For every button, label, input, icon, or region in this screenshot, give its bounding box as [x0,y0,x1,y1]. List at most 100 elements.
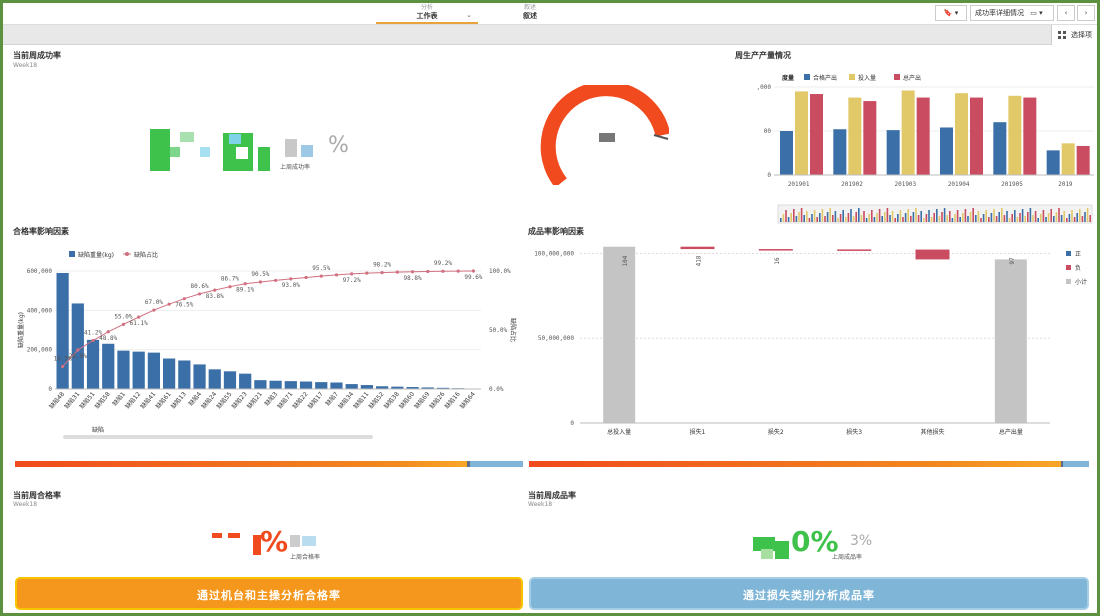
yield-rate-analysis-button[interactable]: 通过损失类别分析成品率 [529,577,1089,610]
production-scroll-mini-bar [813,210,816,222]
production-scroll-mini-bar [798,212,800,222]
quality-xtick-label: 缺陷21 [245,390,264,410]
production-scroll-mini-bar [912,212,915,222]
waterfall-xtick-label: 损失1 [690,428,706,436]
production-bar [1008,95,1022,175]
bookmark-button[interactable]: 🔖 ▾ [935,5,967,21]
quality-bar [330,382,343,389]
production-scroll-mini-bar [785,210,787,222]
quality-bar [86,339,100,389]
quality-bar [254,380,267,389]
production-scroll-mini-bar [956,210,959,222]
production-legend-swatch [894,74,900,80]
quality-cumulative-label: 41.2% [84,330,102,337]
pass-rate-title: 当前周合格率 [13,491,61,500]
quality-cumulative-label: 93.0% [282,282,300,289]
quality-legend-label: 缺陷占比 [134,251,158,259]
prev-sheet-button[interactable]: ‹ [1057,5,1075,21]
quality-bar [193,364,206,389]
production-scroll-mini-bar [1076,213,1078,222]
tab-story[interactable]: 叙述 叙述 [479,4,581,24]
quality-cumulative-point [258,280,262,284]
tab-worksheet-caption: 分析 [420,4,433,11]
quality-bar [102,343,115,389]
quality-cumulative-point [152,308,156,312]
production-bar [1061,143,1075,175]
next-sheet-button[interactable]: › [1077,5,1095,21]
production-scroll-mini-bar [795,216,798,222]
success-last-week-label: 上周成功率 [280,164,311,171]
pass-rate-pct-symbol: % [260,525,289,558]
production-xtick-label: 201905 [1001,181,1023,188]
production-scroll-mini-bar [1068,214,1071,222]
production-scroll-mini-bar [988,217,990,222]
quality-cumulative-point [456,269,460,273]
quality-cumulative-label: 86.7% [221,276,239,283]
quality-cumulative-label: 83.8% [206,293,224,300]
quality-cumulative-point [426,269,430,274]
production-scroll-mini-bar [899,210,902,222]
production-scroll-mini-bar [1071,210,1073,222]
quality-xtick-label: 缺陷13 [169,390,188,410]
production-scroll-mini-bar [889,215,891,222]
selections-button[interactable]: 选择项 [1051,25,1097,45]
pass-rate-progress-bar [15,461,523,467]
waterfall-xtick-label: 总产出量 [999,428,1023,436]
production-scroll-mini-bar [962,213,964,222]
quality-y-axis-title: 缺陷重量(kg) [17,312,25,348]
production-scroll-mini-bar [829,208,831,222]
quality-bar [163,358,176,389]
production-scroll-mini-bar [858,208,860,222]
quality-xtick-label: 缺陷52 [367,390,386,410]
waterfall-legend-swatch [1066,265,1071,270]
tab-worksheet[interactable]: 分析 工作表 ⌄ [376,4,478,24]
quality-bar [239,373,252,389]
production-scroll-mini-bar [995,216,998,222]
success-gauge [540,85,669,185]
yield-rate-value: 0% [791,525,839,558]
quality-cumulative-point [197,292,202,296]
quality-cumulative-point [91,338,95,343]
production-xtick-label: 201904 [948,181,970,188]
production-scroll-mini-bar [1027,212,1029,222]
quality-xtick-label: 缺陷16 [443,390,462,410]
quality-bar [269,380,282,389]
quality-cumulative-point [395,270,399,274]
quality-bar [421,387,434,389]
sheet-dropdown[interactable]: 成功率详细情况 ▭ ▾ [970,5,1054,21]
quality-cumulative-point [106,330,110,334]
quality-cumulative-label: 99.6% [464,274,482,281]
production-scroll-mini-bar [868,214,870,222]
production-scroll-mini-bar [985,210,987,222]
yield-rate-week: Week18 [528,501,553,508]
production-ytick-label: 00 [764,128,772,135]
production-scroll-mini-bar [1001,208,1003,222]
production-scroll-mini-bar [1042,210,1045,222]
production-scroll-mini-bar [886,208,889,222]
production-scroll-mini-bar [842,210,844,222]
production-scroll-mini-bar [975,215,977,222]
quality-panel-title: 合格率影响因素 [13,227,69,236]
production-bar [848,97,862,175]
gauge-value-box [599,133,615,142]
production-scroll-mini-bar [1079,209,1081,222]
production-scroll-mini-bar [800,208,803,222]
production-legend-label: 合格产出 [813,74,837,82]
pass-rate-analysis-button[interactable]: 通过机台和主操分析合格率 [15,577,523,610]
quality-xtick-label: 缺陷61 [154,390,173,410]
quality-cumulative-label: 61.1% [130,320,148,327]
quality-cumulative-label: 98.2% [373,262,391,269]
production-scroll-mini-bar [1024,216,1026,222]
success-pct-symbol: % [328,133,349,158]
quality-bar [56,272,69,389]
production-scroll-mini-bar [850,209,852,222]
production-legend-label: 投入量 [858,74,876,82]
waterfall-legend-label: 负 [1075,264,1081,272]
quality-xtick-label: 缺陷64 [458,390,477,410]
production-bar [1076,145,1090,175]
production-scroll-mini-bar [1003,215,1006,222]
quality-bar [376,386,389,389]
quality-cumulative-label: 90.5% [251,271,269,278]
production-scroll-mini-bar [897,214,899,222]
production-scroll-mini-bar [1008,218,1011,222]
